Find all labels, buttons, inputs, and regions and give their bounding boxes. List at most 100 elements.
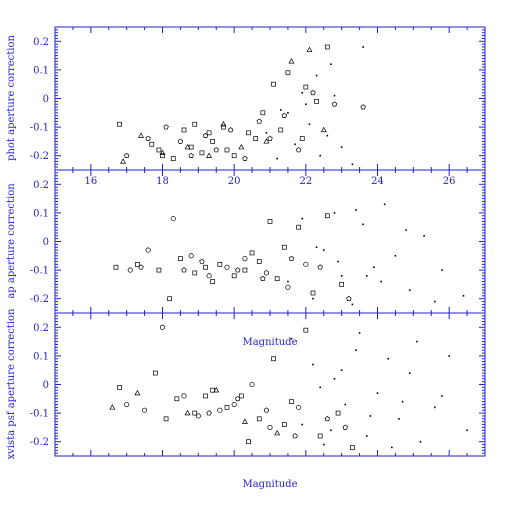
- data-point-square: [174, 396, 180, 402]
- data-point-triangle: [241, 418, 248, 424]
- data-point-square: [281, 244, 287, 250]
- data-point-dot: [344, 403, 347, 406]
- y-tick-label: 0: [43, 237, 49, 248]
- data-point-dot: [326, 134, 329, 137]
- data-point-dot: [322, 443, 325, 446]
- data-point-square: [317, 433, 323, 439]
- data-point-circle: [267, 424, 273, 430]
- data-point-dot: [312, 297, 314, 300]
- data-point-pentagon: [288, 255, 295, 261]
- data-point-square: [246, 130, 251, 136]
- data-point-dot: [401, 400, 404, 403]
- data-point-dot: [337, 260, 339, 263]
- data-point-dot: [423, 234, 425, 237]
- data-point-circle: [231, 401, 237, 408]
- y-tick-label: -0.1: [30, 266, 49, 277]
- data-point-dot: [294, 143, 296, 146]
- data-point-square: [160, 153, 165, 159]
- data-point-triangle: [184, 409, 191, 416]
- data-point-triangle: [238, 143, 245, 150]
- data-point-square: [324, 213, 330, 219]
- data-point-pentagon: [324, 415, 331, 422]
- data-point-square: [303, 84, 309, 90]
- data-point-pentagon: [267, 135, 273, 141]
- data-point-pentagon: [138, 264, 144, 270]
- data-point-dot: [408, 289, 411, 291]
- y-axis-label: phot aperture correction: [6, 35, 17, 161]
- data-point-pentagon: [235, 267, 241, 273]
- y-tick-label: 0.2: [33, 323, 49, 334]
- data-point-pentagon: [145, 135, 151, 141]
- data-point-dot: [358, 332, 361, 334]
- data-point-square: [156, 147, 162, 153]
- data-point-square: [217, 262, 223, 267]
- data-point-square: [203, 393, 208, 399]
- data-point-square: [260, 110, 266, 116]
- data-point-dot: [398, 418, 400, 420]
- data-point-dot: [441, 395, 443, 397]
- data-point-square: [246, 439, 251, 445]
- x-axis-label: Magnitude: [242, 337, 297, 348]
- data-point-triangle: [274, 429, 281, 436]
- data-point-pentagon: [123, 152, 130, 158]
- data-point-circle: [206, 273, 212, 279]
- data-point-pentagon: [292, 433, 298, 439]
- data-point-pentagon: [317, 264, 323, 270]
- data-point-circle: [224, 264, 230, 270]
- data-point-pentagon: [256, 118, 262, 124]
- data-point-dot: [441, 269, 443, 271]
- data-point-dot: [351, 303, 354, 306]
- data-point-square: [117, 385, 122, 390]
- data-point-triangle: [263, 138, 270, 144]
- y-tick-label: -0.2: [30, 151, 49, 162]
- panel-frame: [54, 26, 486, 171]
- data-point-circle: [127, 267, 133, 273]
- y-tick-label: 0.2: [33, 180, 49, 191]
- data-point-circle: [159, 324, 166, 330]
- y-axis-label: ap aperture correction: [6, 183, 17, 299]
- data-point-circle: [145, 247, 151, 253]
- data-point-circle: [242, 256, 248, 262]
- data-point-square: [299, 136, 305, 141]
- data-point-square: [310, 290, 316, 296]
- data-point-dot: [301, 217, 304, 220]
- data-point-dot: [265, 132, 268, 134]
- data-point-square: [335, 410, 341, 416]
- data-point-pentagon: [235, 395, 241, 402]
- data-point-dot: [301, 91, 304, 94]
- data-point-dot: [351, 163, 354, 166]
- y-tick-label: -0.1: [30, 409, 49, 420]
- data-point-dot: [405, 229, 407, 231]
- data-point-dot: [330, 63, 332, 65]
- data-point-pentagon: [188, 152, 194, 158]
- data-point-circle: [217, 407, 223, 413]
- data-point-dot: [376, 392, 379, 394]
- data-point-circle: [181, 393, 187, 399]
- data-point-dot: [380, 280, 382, 283]
- data-point-square: [242, 267, 248, 273]
- data-point-square: [350, 445, 355, 450]
- data-point-square: [224, 147, 230, 153]
- data-point-triangle: [220, 121, 227, 127]
- data-point-circle: [195, 413, 201, 419]
- data-point-square: [149, 141, 155, 147]
- data-point-circle: [142, 407, 148, 413]
- data-point-square: [206, 130, 212, 136]
- data-point-square: [170, 156, 176, 161]
- data-point-dot: [434, 406, 436, 409]
- data-point-circle: [303, 261, 309, 267]
- data-point-triangle: [159, 149, 166, 155]
- data-point-square: [231, 153, 237, 159]
- data-point-dot: [383, 203, 386, 206]
- data-point-dot: [362, 46, 364, 48]
- data-point-dot: [408, 372, 411, 374]
- y-tick-label: 0: [43, 94, 49, 105]
- data-point-dot: [355, 209, 357, 211]
- data-point-dot: [305, 103, 307, 106]
- data-point-triangle: [134, 389, 141, 396]
- panel-1: 0.2 0.1 0 -0.1 -0.2 16 18 20 22 24 26 phot aperture…: [6, 26, 486, 187]
- panel-2: 0.2 0.1 0 -0.1 -0.2 ap aperture correction Mag…: [6, 169, 486, 348]
- data-point-dot: [308, 123, 311, 126]
- data-point-dot: [333, 377, 336, 380]
